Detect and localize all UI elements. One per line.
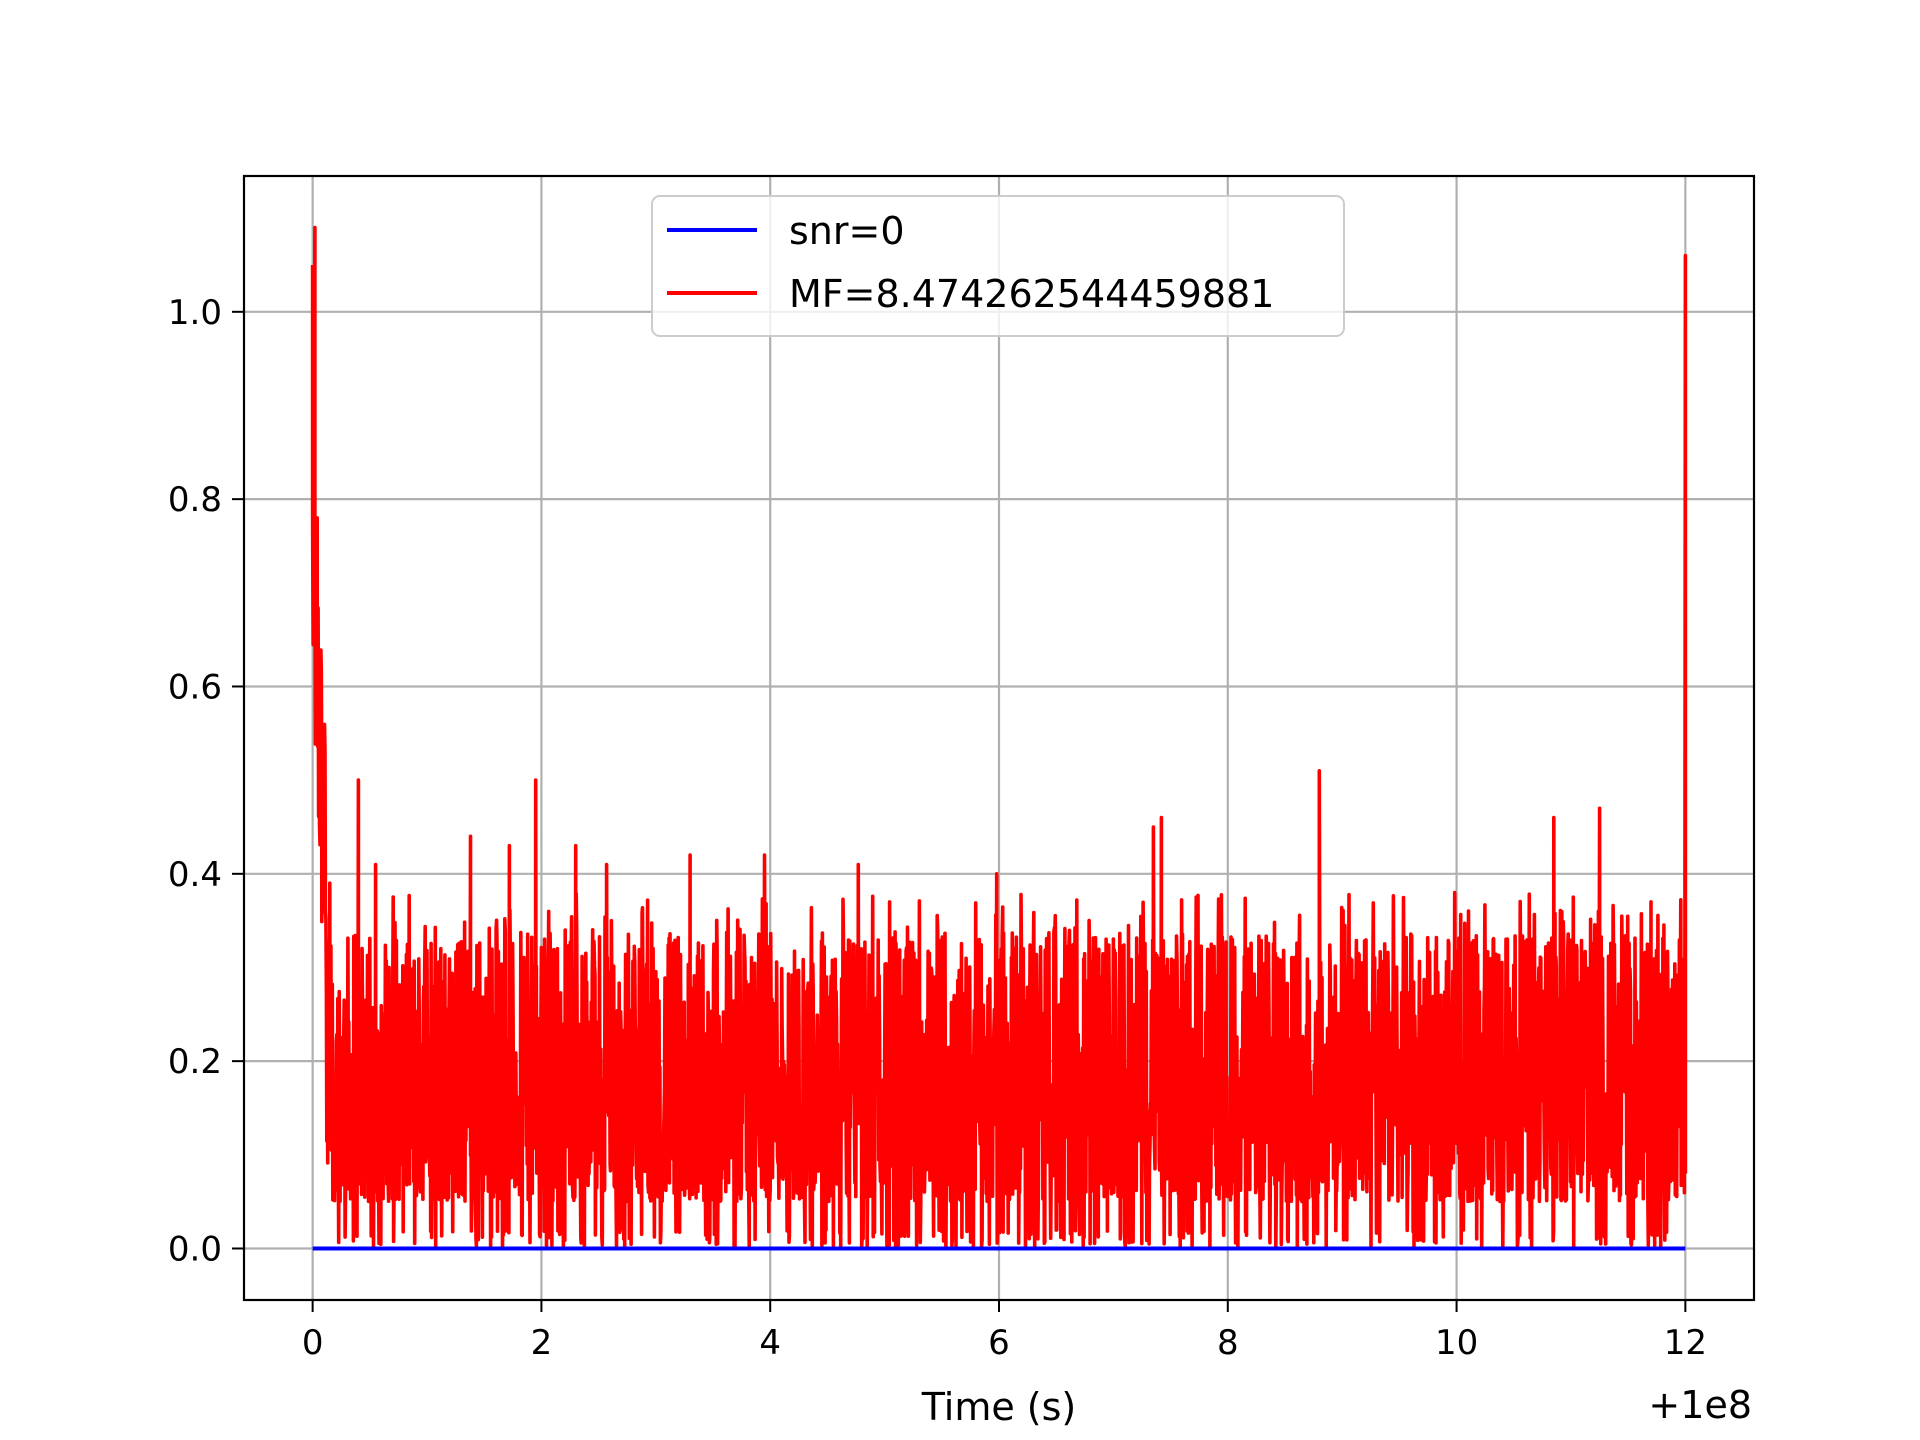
series-layer (310, 225, 1688, 1251)
y-tick-label: 0.2 (168, 1042, 222, 1082)
y-tick-label: 0.0 (168, 1229, 222, 1269)
legend-box (651, 195, 1345, 337)
x-tick-label: 4 (759, 1323, 781, 1363)
x-offset-label: +1e8 (1648, 1383, 1752, 1427)
y-tick-label: 0.6 (168, 667, 222, 707)
y-tick-label: 0.4 (168, 855, 222, 895)
legend: snr=0 MF=8.474262544459881 (651, 195, 1345, 337)
series-mf-line (310, 225, 1688, 1251)
legend-label-snr: snr=0 (789, 209, 905, 253)
x-tick-label: 10 (1435, 1323, 1478, 1363)
x-tick-label: 6 (988, 1323, 1010, 1363)
x-tick-label: 12 (1664, 1323, 1707, 1363)
x-tick-label: 0 (302, 1323, 324, 1363)
ticks: 0 2 4 6 8 10 12 0.0 0.2 0.4 0.6 0.8 1.0 (168, 293, 1707, 1363)
legend-label-mf: MF=8.474262544459881 (789, 272, 1274, 316)
y-tick-label: 0.8 (168, 480, 222, 520)
x-tick-label: 2 (531, 1323, 553, 1363)
y-tick-label: 1.0 (168, 293, 222, 333)
x-tick-label: 8 (1217, 1323, 1239, 1363)
x-axis-label: Time (s) (921, 1385, 1077, 1429)
